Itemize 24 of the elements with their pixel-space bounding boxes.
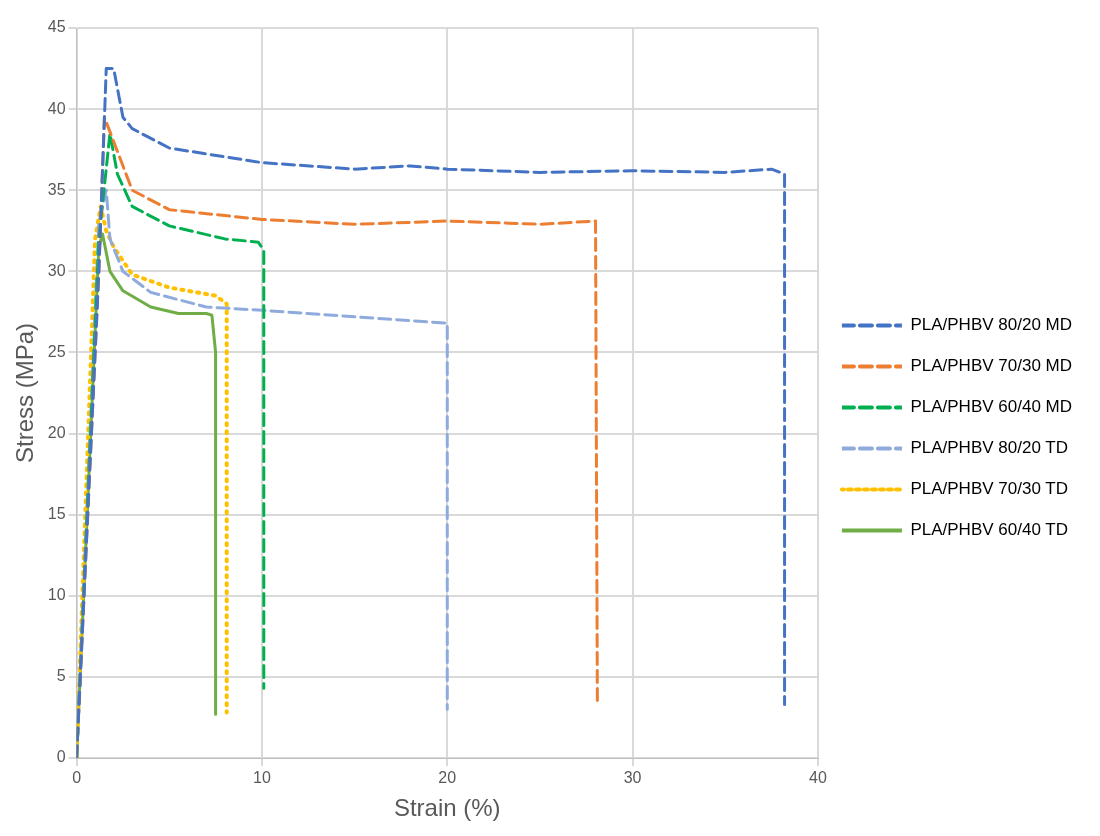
y-tick-label: 35 — [47, 180, 66, 198]
y-tick-label: 45 — [47, 18, 66, 36]
legend-label: PLA/PHBV 70/30 TD — [910, 479, 1068, 499]
legend-label: PLA/PHBV 60/40 TD — [910, 520, 1068, 540]
y-tick-label: 20 — [47, 423, 66, 441]
y-tick-label: 5 — [56, 667, 66, 685]
y-axis-title: Stress (MPa) — [11, 322, 39, 464]
x-tick-label: 0 — [72, 769, 82, 787]
x-tick-label: 20 — [438, 769, 457, 787]
y-tick-label: 25 — [47, 342, 66, 360]
x-tick-label: 10 — [253, 769, 271, 787]
x-axis-title: Strain (%) — [393, 794, 501, 822]
legend-label: PLA/PHBV 60/40 MD — [910, 397, 1072, 417]
y-tick-label: 10 — [47, 586, 66, 604]
y-tick-label: 15 — [47, 505, 66, 523]
x-tick-label: 40 — [809, 769, 827, 787]
line-series — [76, 67, 787, 758]
legend-label: PLA/PHBV 80/20 TD — [910, 438, 1068, 458]
y-tick-label: 0 — [56, 748, 66, 766]
x-tick-label: 30 — [623, 769, 642, 787]
legend-label: PLA/PHBV 70/30 MD — [910, 356, 1072, 376]
y-tick-label: 30 — [47, 261, 66, 279]
legend-label: PLA/PHBV 80/20 MD — [910, 315, 1072, 335]
y-tick-label: 40 — [47, 99, 66, 117]
